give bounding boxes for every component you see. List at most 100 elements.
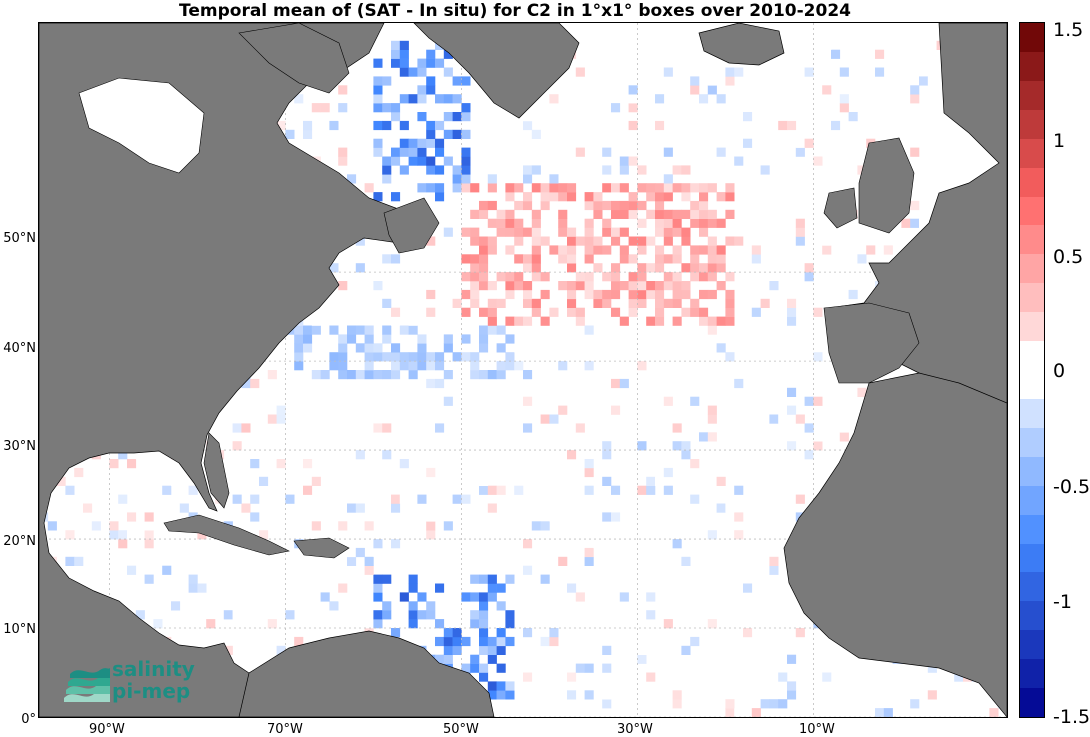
anomaly-cell — [399, 120, 409, 131]
anomaly-cell — [408, 325, 418, 335]
anomaly-cell — [602, 512, 612, 522]
anomaly-cell — [910, 699, 920, 709]
anomaly-cell — [540, 192, 550, 202]
anomaly-cell — [716, 147, 726, 157]
anomaly-cell — [74, 556, 84, 566]
ireland-land — [823, 187, 858, 229]
colorbar-segment — [1020, 456, 1044, 488]
anomaly-cell — [479, 281, 489, 291]
anomaly-cell — [443, 343, 453, 353]
anomaly-cell — [523, 227, 533, 237]
anomaly-cell — [927, 165, 937, 175]
anomaly-cell — [382, 254, 392, 264]
anomaly-cell — [681, 165, 691, 175]
anomaly-cell — [355, 325, 365, 335]
anomaly-cell — [707, 209, 717, 219]
anomaly-cell — [417, 334, 427, 344]
anomaly-cell — [531, 103, 541, 113]
lon-tick-label: 90°W — [89, 722, 125, 737]
anomaly-cell — [496, 681, 506, 691]
anomaly-cell — [461, 503, 471, 513]
anomaly-cell — [338, 85, 348, 95]
anomaly-cell — [408, 156, 418, 166]
anomaly-cell — [391, 112, 401, 122]
anomaly-cell — [347, 325, 357, 335]
anomaly-cell — [443, 94, 453, 104]
anomaly-cell — [699, 263, 709, 273]
anomaly-cell — [822, 236, 832, 246]
anomaly-cell — [364, 565, 374, 575]
anomaly-cell — [505, 512, 515, 522]
anomaly-cell — [435, 183, 445, 193]
anomaly-cell — [470, 503, 480, 513]
anomaly-cell — [795, 67, 805, 77]
anomaly-cell — [417, 343, 427, 353]
colorbar-segment — [1020, 398, 1044, 430]
anomaly-cell — [611, 405, 621, 415]
anomaly-cell — [250, 378, 260, 389]
anomaly-cell — [470, 236, 480, 246]
anomaly-cell — [505, 183, 515, 193]
anomaly-cell — [399, 459, 409, 469]
anomaly-cell — [435, 361, 445, 371]
anomaly-cell — [364, 281, 374, 291]
anomaly-cell — [655, 245, 665, 255]
anomaly-cell — [347, 334, 357, 344]
anomaly-cell — [699, 521, 709, 531]
anomaly-cell — [804, 67, 814, 77]
anomaly-cell — [74, 467, 84, 478]
anomaly-cell — [681, 441, 691, 451]
lat-tick-label: 10°N — [3, 622, 36, 637]
anomaly-cell — [725, 272, 735, 282]
anomaly-cell — [479, 601, 489, 611]
anomaly-cell — [470, 547, 480, 558]
anomaly-cell — [479, 334, 489, 344]
anomaly-cell — [716, 654, 726, 664]
anomaly-cell — [505, 690, 515, 700]
anomaly-cell — [479, 628, 489, 638]
anomaly-cell — [250, 494, 260, 504]
anomaly-cell — [505, 574, 515, 584]
anomaly-cell — [531, 209, 541, 219]
anomaly-cell — [135, 610, 145, 620]
anomaly-cell — [443, 156, 453, 166]
anomaly-cell — [910, 94, 920, 104]
anomaly-cell — [303, 129, 313, 139]
anomaly-cell — [795, 227, 805, 237]
anomaly-cell — [144, 574, 154, 584]
anomaly-cell — [787, 316, 797, 326]
anomaly-cell — [584, 236, 594, 246]
anomaly-cell — [743, 138, 753, 148]
anomaly-cell — [663, 236, 673, 246]
anomaly-cell — [690, 459, 700, 469]
anomaly-cell — [602, 200, 612, 211]
anomaly-cell — [875, 708, 885, 717]
anomaly-cell — [540, 272, 550, 282]
anomaly-cell — [725, 183, 735, 193]
anomaly-cell — [813, 289, 823, 300]
anomaly-cell — [655, 263, 665, 273]
anomaly-cell — [787, 298, 797, 308]
anomaly-cell — [540, 289, 550, 300]
anomaly-cell — [593, 539, 603, 549]
anomaly-cell — [373, 539, 383, 549]
colorbar-tick-label: 1 — [1053, 130, 1066, 152]
anomaly-cell — [426, 289, 436, 300]
anomaly-cell — [514, 272, 524, 282]
anomaly-cell — [989, 708, 999, 717]
anomaly-cell — [382, 574, 392, 584]
anomaly-cell — [672, 289, 682, 300]
anomaly-cell — [567, 583, 577, 593]
anomaly-cell — [311, 476, 321, 486]
anomaly-cell — [558, 245, 568, 255]
anomaly-cell — [663, 690, 673, 700]
anomaly-cell — [487, 245, 497, 255]
anomaly-cell — [575, 663, 585, 673]
anomaly-cell — [470, 414, 480, 424]
anomaly-cell — [646, 672, 656, 682]
anomaly-cell — [391, 192, 401, 202]
anomaly-cell — [435, 378, 445, 389]
anomaly-cell — [470, 281, 480, 291]
anomaly-cell — [373, 58, 383, 68]
anomaly-cell — [531, 245, 541, 255]
